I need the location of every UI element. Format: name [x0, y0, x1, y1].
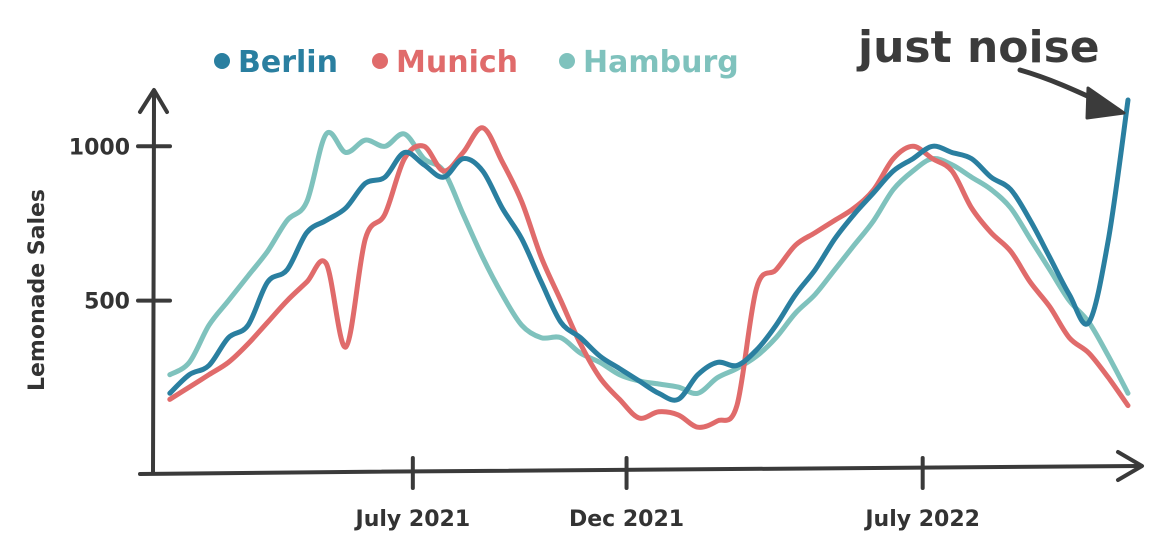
y-ticks: 500 1000 [69, 135, 172, 315]
x-tick-label: Dec 2021 [569, 507, 684, 532]
series-lines [167, 97, 1131, 430]
legend-label-hamburg: Hamburg [583, 45, 739, 80]
y-tick-label: 1000 [69, 135, 130, 160]
x-axis-arrowhead [1116, 450, 1144, 482]
y-axis-arrowhead [138, 88, 169, 114]
y-axis-line [151, 94, 156, 474]
legend-marker-munich [372, 53, 388, 69]
legend-marker-berlin [214, 53, 230, 69]
annotation-text: just noise [856, 22, 1100, 73]
x-tick-label: July 2021 [354, 507, 471, 532]
annotation-arrowhead [1085, 86, 1126, 120]
y-axis-label: Lemonade Sales [25, 189, 50, 391]
axes [138, 88, 1144, 482]
y-tick-label: 500 [84, 290, 130, 315]
series-line-berlin [167, 97, 1131, 403]
legend: Berlin Munich Hamburg [214, 45, 739, 80]
legend-label-munich: Munich [396, 45, 518, 80]
x-tick-label: July 2022 [863, 507, 980, 532]
x-axis-line [138, 464, 1140, 476]
series-line-hamburg [167, 129, 1131, 397]
series-line-munich [167, 125, 1131, 430]
x-ticks: July 2021 Dec 2021 July 2022 [354, 456, 980, 532]
annotation: just noise [856, 22, 1126, 120]
legend-label-berlin: Berlin [238, 45, 338, 80]
legend-marker-hamburg [559, 53, 575, 69]
